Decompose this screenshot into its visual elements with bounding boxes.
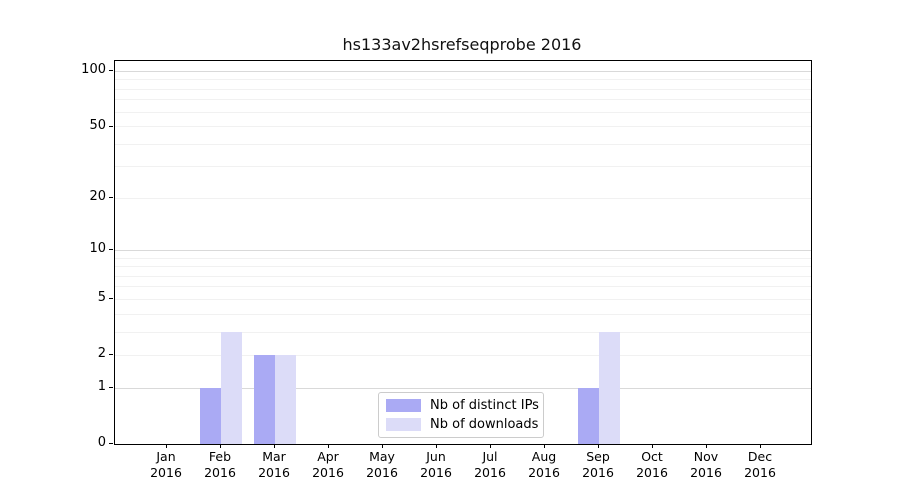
- legend-label-distinct-ips: Nb of distinct IPs: [430, 397, 539, 413]
- month-label: Feb: [208, 449, 232, 464]
- year-label: 2016: [366, 465, 398, 480]
- month-label: Aug: [531, 449, 557, 464]
- y-axis-tick: [109, 70, 113, 72]
- x-axis-tick: [328, 444, 329, 448]
- bar-downloads-feb: [221, 332, 242, 444]
- y-axis-tick: [109, 249, 113, 251]
- y-axis-tick: [109, 387, 113, 389]
- month-label: Jun: [426, 449, 446, 464]
- gridline-major: [115, 249, 811, 251]
- plot-area: [114, 60, 812, 445]
- bar-downloads-mar: [275, 355, 296, 444]
- year-label: 2016: [690, 465, 722, 480]
- x-axis-tick-label: Nov 2016: [676, 449, 736, 481]
- gridline-major: [115, 387, 811, 389]
- legend-item-downloads: Nb of downloads: [386, 416, 539, 433]
- year-label: 2016: [636, 465, 668, 480]
- gridline-minor: [115, 197, 811, 199]
- x-axis-tick: [598, 444, 599, 448]
- x-axis-tick-label: Feb 2016: [190, 449, 250, 481]
- x-axis-tick: [436, 444, 437, 448]
- x-axis-tick: [652, 444, 653, 448]
- year-label: 2016: [204, 465, 236, 480]
- year-label: 2016: [582, 465, 614, 480]
- x-axis-tick: [490, 444, 491, 448]
- x-axis-tick-label: Jun 2016: [406, 449, 466, 481]
- year-label: 2016: [312, 465, 344, 480]
- y-axis-tick: [109, 197, 113, 199]
- x-axis-tick: [166, 444, 167, 448]
- month-label: Jul: [482, 449, 498, 464]
- month-label: Nov: [693, 449, 719, 464]
- x-axis-tick-label: Sep 2016: [568, 449, 628, 481]
- y-axis-tick-label: 20: [89, 189, 106, 205]
- x-axis-tick: [760, 444, 761, 448]
- y-axis-tick-label: 50: [89, 117, 106, 133]
- chart-title: hs133av2hsrefseqprobe 2016: [342, 35, 582, 54]
- year-label: 2016: [744, 465, 776, 480]
- bar-distinct-ips-sep: [578, 388, 599, 444]
- year-label: 2016: [258, 465, 290, 480]
- year-label: 2016: [474, 465, 506, 480]
- gridline-minor: [115, 266, 811, 268]
- gridline-minor: [115, 99, 811, 101]
- x-axis-tick-label: Apr 2016: [298, 449, 358, 481]
- gridline-minor: [115, 79, 811, 81]
- x-axis-tick: [382, 444, 383, 448]
- y-axis-tick-label: 0: [97, 435, 106, 450]
- month-label: Jan: [156, 449, 176, 464]
- gridline-minor: [115, 257, 811, 259]
- gridline-minor: [115, 143, 811, 145]
- legend-swatch-distinct-ips: [386, 399, 421, 412]
- month-label: Sep: [586, 449, 610, 464]
- gridline-minor: [115, 166, 811, 168]
- bar-downloads-sep: [599, 332, 620, 444]
- gridline-minor: [115, 126, 811, 128]
- gridline-minor: [115, 313, 811, 315]
- y-axis-tick: [109, 354, 113, 356]
- y-axis-tick-label: 1: [97, 379, 106, 395]
- year-label: 2016: [420, 465, 452, 480]
- y-axis-tick: [109, 298, 113, 300]
- year-label: 2016: [150, 465, 182, 480]
- gridline-minor: [115, 286, 811, 288]
- y-axis-tick: [109, 443, 113, 444]
- y-axis-tick-label: 10: [89, 241, 106, 257]
- x-axis-tick-label: Jan 2016: [136, 449, 196, 481]
- month-label: Mar: [262, 449, 286, 464]
- x-axis-tick-label: Aug 2016: [514, 449, 574, 481]
- legend: Nb of distinct IPs Nb of downloads: [378, 392, 544, 438]
- y-axis-tick-label: 100: [81, 62, 106, 78]
- x-axis-tick-label: Mar 2016: [244, 449, 304, 481]
- x-axis-tick-label: Oct 2016: [622, 449, 682, 481]
- bar-distinct-ips-feb: [200, 388, 221, 444]
- legend-label-downloads: Nb of downloads: [430, 416, 539, 432]
- gridline-minor: [115, 354, 811, 356]
- month-label: Apr: [317, 449, 339, 464]
- legend-item-distinct-ips: Nb of distinct IPs: [386, 398, 539, 414]
- x-axis-tick: [274, 444, 275, 448]
- x-axis-tick-label: Dec 2016: [730, 449, 790, 481]
- y-axis-tick: [109, 125, 113, 127]
- x-axis-tick-label: May 2016: [352, 449, 412, 481]
- month-label: Oct: [641, 449, 663, 464]
- month-label: May: [369, 449, 395, 464]
- month-label: Dec: [747, 449, 773, 464]
- x-axis-tick-label: Jul 2016: [460, 449, 520, 481]
- gridline-minor: [115, 331, 811, 333]
- gridline-major: [115, 70, 811, 72]
- year-label: 2016: [528, 465, 560, 480]
- gridline-minor: [115, 298, 811, 300]
- legend-swatch-downloads: [386, 418, 421, 431]
- bar-distinct-ips-mar: [254, 355, 275, 444]
- x-axis-tick: [220, 444, 221, 448]
- gridline-minor: [115, 88, 811, 90]
- x-axis-tick: [706, 444, 707, 448]
- y-axis-tick-label: 2: [97, 346, 106, 362]
- y-axis-tick-label: 5: [97, 290, 106, 306]
- gridline-minor: [115, 111, 811, 113]
- x-axis-tick: [544, 444, 545, 448]
- gridline-minor: [115, 275, 811, 277]
